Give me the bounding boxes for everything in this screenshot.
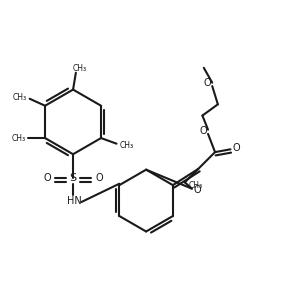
Text: O: O: [203, 78, 211, 88]
Text: S: S: [69, 173, 77, 183]
Text: CH₃: CH₃: [13, 93, 27, 102]
Text: O: O: [232, 143, 240, 153]
Text: O: O: [199, 126, 207, 136]
Text: CH₃: CH₃: [119, 141, 133, 150]
Text: CH₃: CH₃: [11, 134, 26, 142]
Text: O: O: [194, 185, 201, 195]
Text: HN: HN: [67, 196, 82, 206]
Text: CH₃: CH₃: [189, 181, 203, 190]
Text: O: O: [95, 173, 103, 183]
Text: O: O: [43, 173, 51, 183]
Text: CH₃: CH₃: [73, 64, 87, 73]
